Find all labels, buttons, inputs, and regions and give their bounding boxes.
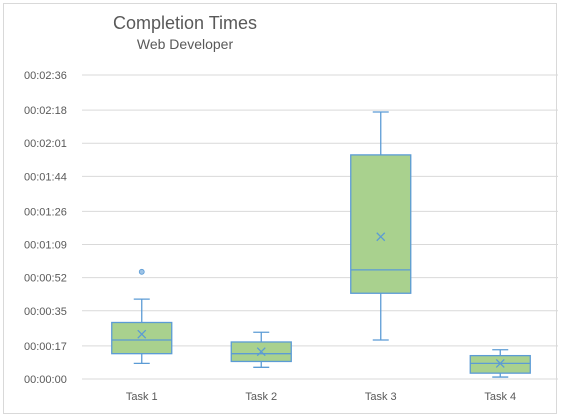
chart-area: Completion Times Web Developer 00:00:00 0… [3,3,558,414]
chart-title: Completion Times [113,13,257,33]
y-tick-label: 00:02:36 [24,70,67,82]
x-tick-label: Task 4 [484,391,516,403]
x-axis-tick-labels: Task 1 Task 2 Task 3 Task 4 [126,391,516,403]
y-tick-label: 00:01:44 [24,171,67,183]
box-plot-3 [350,111,412,341]
x-tick-label: Task 3 [365,391,397,403]
y-tick-label: 00:00:35 [24,306,67,318]
y-tick-label: 00:00:17 [24,341,67,353]
box-plot-4 [469,349,531,378]
mean-marker [495,358,505,368]
y-axis-tick-labels: 00:00:00 00:00:17 00:00:35 00:00:52 00:01:09… [24,70,67,386]
x-tick-label: Task 2 [245,391,277,403]
mean-marker [376,232,386,242]
y-tick-label: 00:01:26 [24,206,67,218]
outlier-point [138,268,145,275]
box-plot-1 [111,268,173,365]
y-tick-label: 00:01:09 [24,240,67,252]
box [469,354,531,374]
y-tick-label: 00:00:52 [24,273,67,285]
chart-subtitle: Web Developer [137,36,234,52]
x-tick-label: Task 1 [126,391,158,403]
box [111,321,173,355]
y-tick-label: 00:02:01 [24,138,67,150]
y-tick-label: 00:00:00 [24,374,67,386]
chart-svg: Completion Times Web Developer 00:00:000… [24,13,558,403]
box-plot-2 [230,331,292,368]
mean-marker [137,329,147,339]
box-plot-series [111,111,531,378]
box [350,154,412,294]
mean-marker [256,347,266,357]
y-tick-label: 00:02:18 [24,105,67,117]
